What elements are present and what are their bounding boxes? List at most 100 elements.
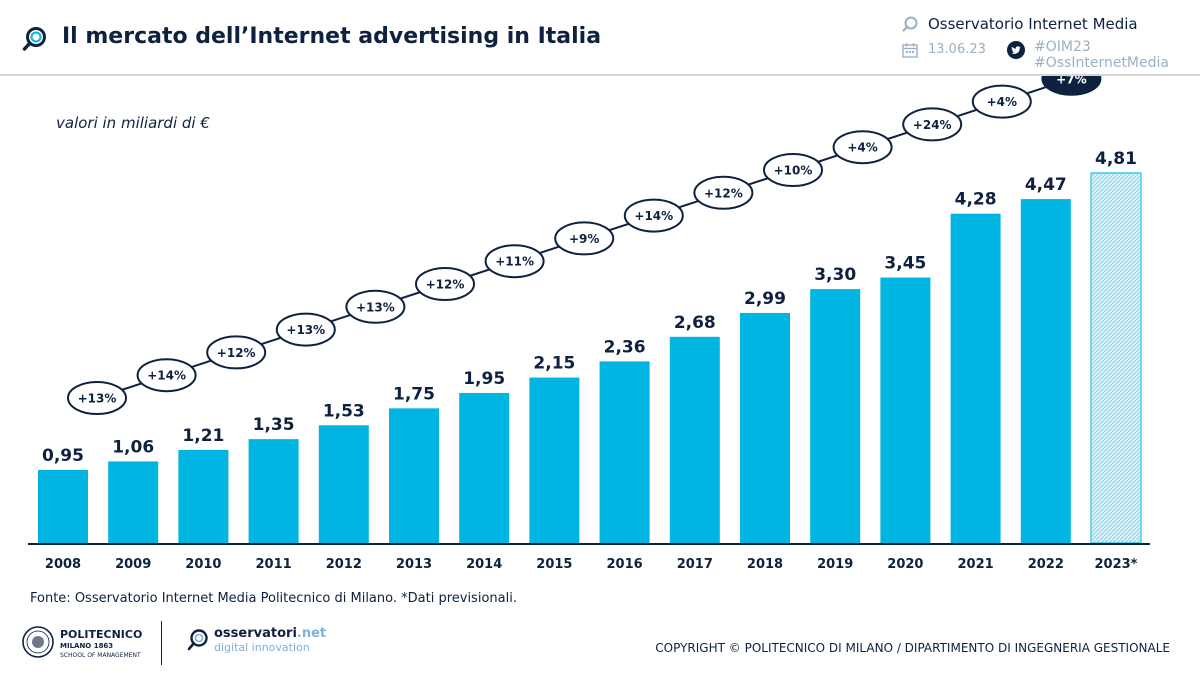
bar-value-label: 1,06 <box>112 437 154 457</box>
growth-label: +13% <box>356 300 395 314</box>
growth-label: +13% <box>78 392 117 406</box>
x-tick-label: 2016 <box>607 557 643 572</box>
growth-bubble <box>415 267 475 301</box>
growth-bubble <box>623 198 684 233</box>
twitter-icon <box>1007 41 1025 59</box>
unit-label: valori in miliardi di € <box>56 114 210 132</box>
bar-value-label: 1,35 <box>253 415 295 435</box>
growth-bubble <box>67 381 127 415</box>
growth-label: +24% <box>913 118 952 132</box>
x-tick-label: 2013 <box>396 557 432 572</box>
growth-bubble <box>206 335 267 370</box>
magnifier-icon <box>22 27 46 51</box>
growth-bubble <box>971 84 1032 119</box>
osservatori-name: osservatori.net <box>214 626 327 641</box>
growth-bubble <box>484 244 545 279</box>
bar-2022 <box>1020 199 1071 543</box>
growth-bubble <box>1041 76 1102 96</box>
bar-2014 <box>459 392 510 543</box>
bar-2017 <box>669 336 720 543</box>
bar-value-label: 4,47 <box>1025 175 1067 195</box>
growth-bubble <box>832 130 893 165</box>
x-tick-label: 2020 <box>887 557 923 572</box>
growth-label: +4% <box>847 141 877 155</box>
bar-value-label: 1,53 <box>323 401 365 421</box>
bar-2013 <box>389 408 439 543</box>
politecnico-city: MILANO 1863 <box>60 642 114 650</box>
bar-value-label: 4,28 <box>955 190 997 210</box>
bar-2021 <box>950 213 1001 544</box>
bar-value-label: 2,15 <box>533 354 575 374</box>
x-tick-label: 2022 <box>1028 557 1064 572</box>
calendar-icon <box>902 43 918 58</box>
growth-label: +9% <box>569 232 599 246</box>
bar-value-label: 2,68 <box>674 313 716 333</box>
bar-value-label: 1,21 <box>182 426 224 446</box>
x-tick-label: 2023* <box>1095 557 1138 572</box>
growth-bubble <box>345 289 406 324</box>
bar-value-label: 1,75 <box>393 384 435 404</box>
brand-name: Osservatorio Internet Media <box>928 15 1138 33</box>
bar-value-label: 0,95 <box>42 446 84 466</box>
bar-value-label: 3,30 <box>814 265 856 285</box>
growth-label: +4% <box>987 95 1017 109</box>
growth-label: +10% <box>774 164 813 178</box>
bar-2015 <box>529 377 580 543</box>
bar-2020 <box>880 277 931 543</box>
growth-label: +14% <box>634 209 673 223</box>
x-tick-label: 2014 <box>466 557 502 572</box>
footer-divider <box>161 621 162 665</box>
politecnico-seal-logo <box>22 626 54 658</box>
growth-label: +11% <box>495 255 534 269</box>
copyright-notice: COPYRIGHT © POLITECNICO DI MILANO / DIPA… <box>655 641 1170 655</box>
bar-value-label: 2,99 <box>744 289 786 309</box>
growth-bubble <box>763 153 823 187</box>
bar-2010 <box>178 449 229 543</box>
bar-value-label: 1,95 <box>463 369 505 389</box>
bar-2009 <box>108 461 159 543</box>
hashtag-observatory: #OssInternetMedia <box>1034 55 1169 71</box>
growth-bubble <box>136 358 197 393</box>
bar-2012 <box>318 425 369 543</box>
politecnico-school: SCHOOL OF MANAGEMENT <box>60 652 141 659</box>
bar-2008 <box>38 469 88 543</box>
bar-chart: 0,95 2008 1,06 2009 1,21 2010 1,35 2011 1,53 2012… <box>28 76 1150 572</box>
growth-bubble <box>554 221 615 256</box>
bar-2016 <box>599 361 650 543</box>
x-tick-label: 2010 <box>185 557 221 572</box>
bar-2018 <box>740 312 790 543</box>
bar-value-label: 2,36 <box>604 337 646 357</box>
x-tick-label: 2015 <box>536 557 572 572</box>
event-date: 13.06.23 <box>928 42 986 57</box>
header: Il mercato dell’Internet advertising in … <box>0 0 1200 76</box>
osservatori-logo-icon <box>187 629 208 651</box>
x-tick-label: 2019 <box>817 557 853 572</box>
bar-2019 <box>810 289 861 543</box>
x-tick-label: 2009 <box>115 557 151 572</box>
bar-2023 <box>1090 172 1142 544</box>
source-note: Fonte: Osservatorio Internet Media Polit… <box>30 591 517 606</box>
bar-value-label: 3,45 <box>884 254 926 274</box>
growth-bubble <box>275 312 336 347</box>
header-divider <box>0 74 1200 76</box>
growth-label: +12% <box>217 346 256 360</box>
x-tick-label: 2018 <box>747 557 783 572</box>
growth-bubble <box>902 107 963 142</box>
page-title: Il mercato dell’Internet advertising in … <box>62 24 602 49</box>
x-tick-label: 2012 <box>326 557 362 572</box>
x-tick-label: 2021 <box>958 557 994 572</box>
x-tick-label: 2011 <box>256 557 292 572</box>
x-tick-label: 2017 <box>677 557 713 572</box>
growth-label: +12% <box>704 186 743 200</box>
growth-label: +13% <box>286 323 325 337</box>
hashtag-event: #OIM23 <box>1034 39 1091 55</box>
politecnico-name: POLITECNICO <box>60 628 143 641</box>
growth-bubble <box>693 175 754 210</box>
observatory-logo-icon <box>902 16 918 32</box>
bar-value-label: 4,81 <box>1095 149 1137 169</box>
growth-label: +12% <box>426 278 465 292</box>
growth-label: +14% <box>147 369 186 383</box>
bar-2011 <box>248 439 299 543</box>
osservatori-tagline: digital innovation <box>214 641 310 654</box>
x-tick-label: 2008 <box>45 557 81 572</box>
